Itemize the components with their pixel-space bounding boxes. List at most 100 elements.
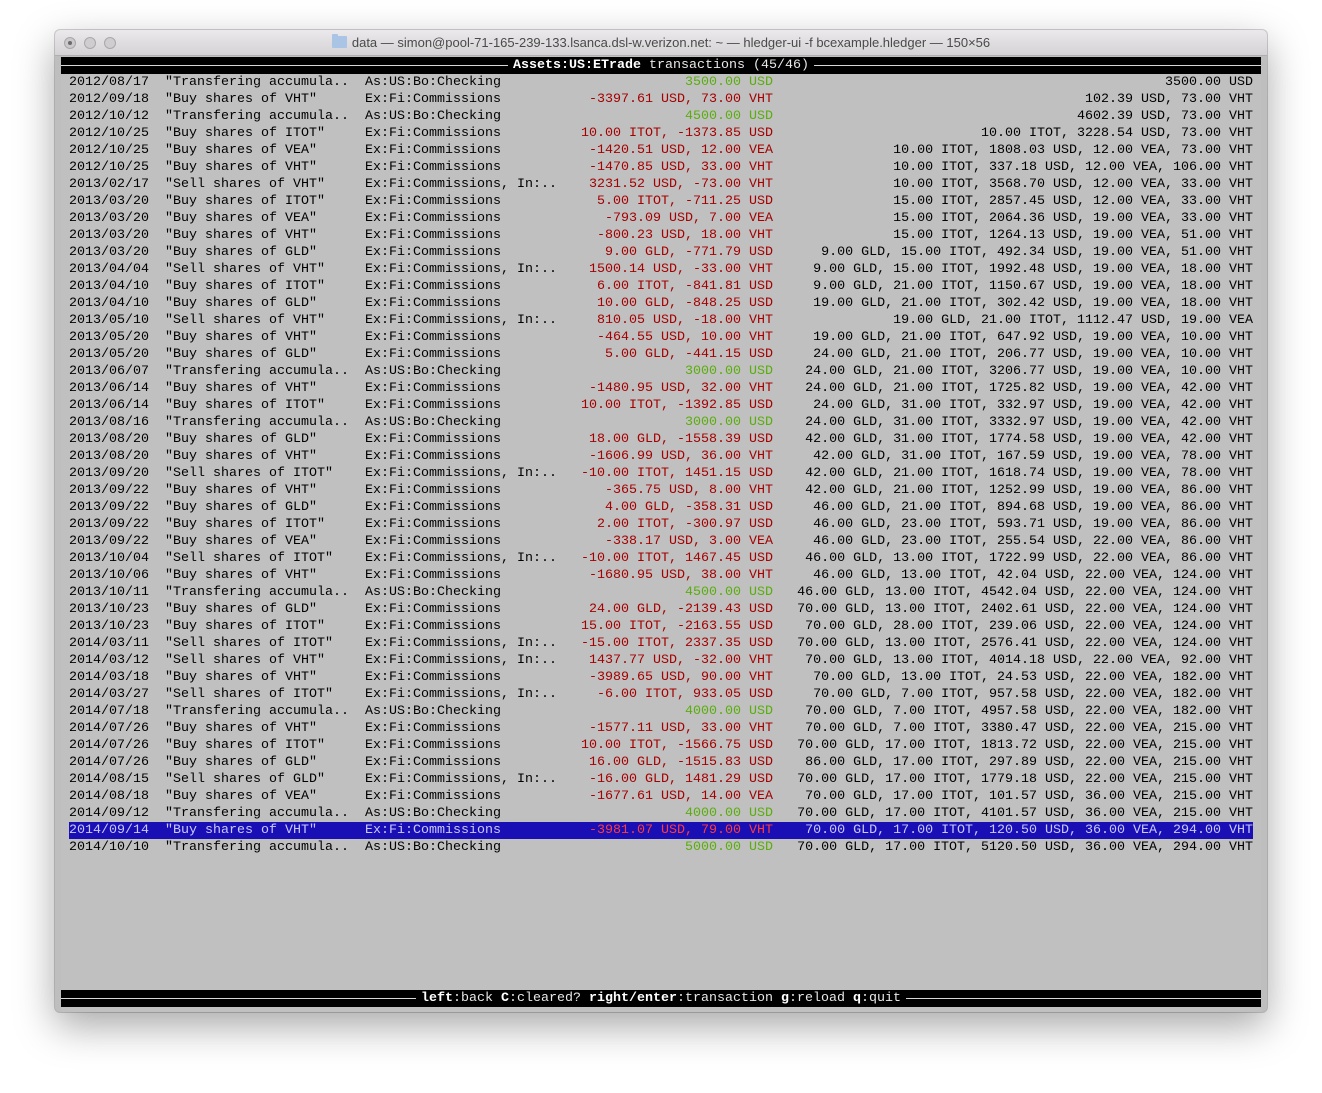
table-row[interactable]: 2013/04/04 "Sell shares of VHT" Ex:Fi:Comm…: [61, 261, 1261, 278]
table-row[interactable]: 2014/08/18 "Buy shares of VEA" Ex:Fi:Commi…: [61, 788, 1261, 805]
table-row[interactable]: 2012/10/25 "Buy shares of VEA" Ex:Fi:Commi…: [61, 142, 1261, 159]
row-account: Ex:Fi:Commissions: [365, 602, 501, 617]
table-row[interactable]: 2013/05/20 "Buy shares of GLD" Ex:Fi:Commi…: [61, 346, 1261, 363]
key-name: right/enter: [589, 991, 677, 1006]
row-date: 2013/05/20: [69, 347, 149, 362]
row-account: As:US:Bo:Checking: [365, 364, 501, 379]
row-description: "Buy shares of GLD": [165, 602, 317, 617]
row-account: Ex:Fi:Commissions: [365, 568, 501, 583]
table-row[interactable]: 2013/06/14 "Buy shares of VHT" Ex:Fi:Commi…: [61, 380, 1261, 397]
table-row[interactable]: 2013/10/04 "Sell shares of ITOT" Ex:Fi:Com…: [61, 550, 1261, 567]
table-row[interactable]: 2013/09/22 "Buy shares of ITOT" Ex:Fi:Comm…: [61, 516, 1261, 533]
row-description: "Transfering accumula..: [165, 806, 349, 821]
table-row[interactable]: 2013/08/20 "Buy shares of VHT" Ex:Fi:Commi…: [61, 448, 1261, 465]
row-amount: 5000.00 USD: [685, 840, 773, 855]
table-row[interactable]: 2013/09/20 "Sell shares of ITOT" Ex:Fi:Com…: [61, 465, 1261, 482]
table-row[interactable]: 2013/10/06 "Buy shares of VHT" Ex:Fi:Commi…: [61, 567, 1261, 584]
table-row[interactable]: 2013/03/20 "Buy shares of VEA" Ex:Fi:Commi…: [61, 210, 1261, 227]
zoom-button[interactable]: [104, 37, 116, 49]
row-amount: -365.75 USD, 8.00 VHT: [605, 483, 773, 498]
table-row[interactable]: 2012/10/12 "Transfering accumula.. As:US:B…: [61, 108, 1261, 125]
key-name: g: [780, 991, 789, 1006]
row-amount: -793.09 USD, 7.00 VEA: [605, 211, 773, 226]
row-description: "Buy shares of VEA": [165, 143, 317, 158]
row-date: 2013/08/20: [69, 432, 149, 447]
row-account: Ex:Fi:Commissions, In:..: [365, 551, 557, 566]
table-row[interactable]: 2013/03/20 "Buy shares of GLD" Ex:Fi:Commi…: [61, 244, 1261, 261]
table-row[interactable]: 2013/04/10 "Buy shares of ITOT" Ex:Fi:Comm…: [61, 278, 1261, 295]
table-row[interactable]: 2012/09/18 "Buy shares of VHT" Ex:Fi:Commi…: [61, 91, 1261, 108]
table-row[interactable]: 2013/08/20 "Buy shares of GLD" Ex:Fi:Commi…: [61, 431, 1261, 448]
table-row[interactable]: 2014/07/26 "Buy shares of ITOT" Ex:Fi:Comm…: [61, 737, 1261, 754]
row-description: "Buy shares of VHT": [165, 568, 317, 583]
close-button[interactable]: [64, 37, 76, 49]
row-amount: 3000.00 USD: [685, 415, 773, 430]
table-row[interactable]: 2013/09/22 "Buy shares of VEA" Ex:Fi:Commi…: [61, 533, 1261, 550]
table-row[interactable]: 2012/10/25 "Buy shares of ITOT" Ex:Fi:Comm…: [61, 125, 1261, 142]
row-amount: 3231.52 USD, -73.00 VHT: [589, 177, 773, 192]
table-row[interactable]: 2013/09/22 "Buy shares of VHT" Ex:Fi:Commi…: [61, 482, 1261, 499]
row-balance: 46.00 GLD, 21.00 ITOT, 894.68 USD, 19.00…: [813, 500, 1253, 515]
row-balance: 70.00 GLD, 13.00 ITOT, 4014.18 USD, 22.0…: [805, 653, 1253, 668]
row-account: Ex:Fi:Commissions: [365, 432, 501, 447]
table-row[interactable]: 2014/10/10 "Transfering accumula.. As:US:B…: [61, 839, 1261, 856]
table-row[interactable]: 2013/02/17 "Sell shares of VHT" Ex:Fi:Comm…: [61, 176, 1261, 193]
row-amount: -3989.65 USD, 90.00 VHT: [589, 670, 773, 685]
transaction-list[interactable]: 2012/08/17 "Transfering accumula.. As:US:B…: [61, 74, 1261, 856]
table-row[interactable]: 2014/09/12 "Transfering accumula.. As:US:B…: [61, 805, 1261, 822]
table-row[interactable]: 2013/05/20 "Buy shares of VHT" Ex:Fi:Commi…: [61, 329, 1261, 346]
table-row[interactable]: 2013/05/10 "Sell shares of VHT" Ex:Fi:Comm…: [61, 312, 1261, 329]
row-description: "Buy shares of VHT": [165, 160, 317, 175]
row-date: 2013/10/23: [69, 602, 149, 617]
table-row-selected[interactable]: 2014/09/14 "Buy shares of VHT" Ex:Fi:Commi…: [69, 822, 1253, 839]
table-row[interactable]: 2013/06/07 "Transfering accumula.. As:US:B…: [61, 363, 1261, 380]
row-account: Ex:Fi:Commissions: [365, 330, 501, 345]
table-row[interactable]: 2013/10/23 "Buy shares of GLD" Ex:Fi:Commi…: [61, 601, 1261, 618]
table-row[interactable]: 2012/10/25 "Buy shares of VHT" Ex:Fi:Commi…: [61, 159, 1261, 176]
row-date: 2013/09/22: [69, 517, 149, 532]
keybinding-hint: g:reload: [780, 991, 845, 1006]
row-amount: -10.00 ITOT, 1467.45 USD: [581, 551, 773, 566]
table-row[interactable]: 2014/03/12 "Sell shares of VHT" Ex:Fi:Comm…: [61, 652, 1261, 669]
row-amount: -6.00 ITOT, 933.05 USD: [597, 687, 773, 702]
table-row[interactable]: 2013/08/16 "Transfering accumula.. As:US:B…: [61, 414, 1261, 431]
table-row[interactable]: 2013/04/10 "Buy shares of GLD" Ex:Fi:Commi…: [61, 295, 1261, 312]
row-balance: 70.00 GLD, 17.00 ITOT, 5120.50 USD, 36.0…: [797, 840, 1253, 855]
terminal-screen[interactable]: Assets:US:ETrade transactions (45/46) 20…: [61, 56, 1261, 1012]
table-row[interactable]: 2014/07/26 "Buy shares of VHT" Ex:Fi:Commi…: [61, 720, 1261, 737]
row-date: 2014/03/27: [69, 687, 149, 702]
row-account: Ex:Fi:Commissions: [365, 619, 501, 634]
table-row[interactable]: 2014/03/27 "Sell shares of ITOT" Ex:Fi:Com…: [61, 686, 1261, 703]
row-amount: 4500.00 USD: [685, 109, 773, 124]
row-account: Ex:Fi:Commissions: [365, 381, 501, 396]
table-row[interactable]: 2013/10/11 "Transfering accumula.. As:US:B…: [61, 584, 1261, 601]
table-row[interactable]: 2013/06/14 "Buy shares of ITOT" Ex:Fi:Comm…: [61, 397, 1261, 414]
table-row[interactable]: 2013/10/23 "Buy shares of ITOT" Ex:Fi:Comm…: [61, 618, 1261, 635]
row-date: 2013/10/11: [69, 585, 149, 600]
table-row[interactable]: 2013/03/20 "Buy shares of VHT" Ex:Fi:Commi…: [61, 227, 1261, 244]
row-balance: 46.00 GLD, 13.00 ITOT, 1722.99 USD, 22.0…: [805, 551, 1253, 566]
row-date: 2014/09/12: [69, 806, 149, 821]
table-row[interactable]: 2014/08/15 "Sell shares of GLD" Ex:Fi:Comm…: [61, 771, 1261, 788]
table-row[interactable]: 2014/03/11 "Sell shares of ITOT" Ex:Fi:Com…: [61, 635, 1261, 652]
row-amount: -1677.61 USD, 14.00 VEA: [589, 789, 773, 804]
row-date: 2013/05/20: [69, 330, 149, 345]
row-account: Ex:Fi:Commissions: [365, 194, 501, 209]
row-account: Ex:Fi:Commissions, In:..: [365, 177, 557, 192]
table-row[interactable]: 2014/03/18 "Buy shares of VHT" Ex:Fi:Commi…: [61, 669, 1261, 686]
table-row[interactable]: 2013/09/22 "Buy shares of GLD" Ex:Fi:Commi…: [61, 499, 1261, 516]
row-account: As:US:Bo:Checking: [365, 840, 501, 855]
row-date: 2013/06/07: [69, 364, 149, 379]
table-row[interactable]: 2012/08/17 "Transfering accumula.. As:US:B…: [61, 74, 1261, 91]
row-account: Ex:Fi:Commissions: [365, 670, 501, 685]
table-row[interactable]: 2014/07/18 "Transfering accumula.. As:US:B…: [61, 703, 1261, 720]
table-row[interactable]: 2013/03/20 "Buy shares of ITOT" Ex:Fi:Comm…: [61, 193, 1261, 210]
row-account: Ex:Fi:Commissions, In:..: [365, 653, 557, 668]
row-amount: -1420.51 USD, 12.00 VEA: [589, 143, 773, 158]
row-balance: 70.00 GLD, 17.00 ITOT, 1813.72 USD, 22.0…: [797, 738, 1253, 753]
screen-title: Assets:US:ETrade transactions (45/46): [508, 57, 814, 74]
minimize-button[interactable]: [84, 37, 96, 49]
row-date: 2013/04/04: [69, 262, 149, 277]
row-amount: -1680.95 USD, 38.00 VHT: [589, 568, 773, 583]
table-row[interactable]: 2014/07/26 "Buy shares of GLD" Ex:Fi:Commi…: [61, 754, 1261, 771]
